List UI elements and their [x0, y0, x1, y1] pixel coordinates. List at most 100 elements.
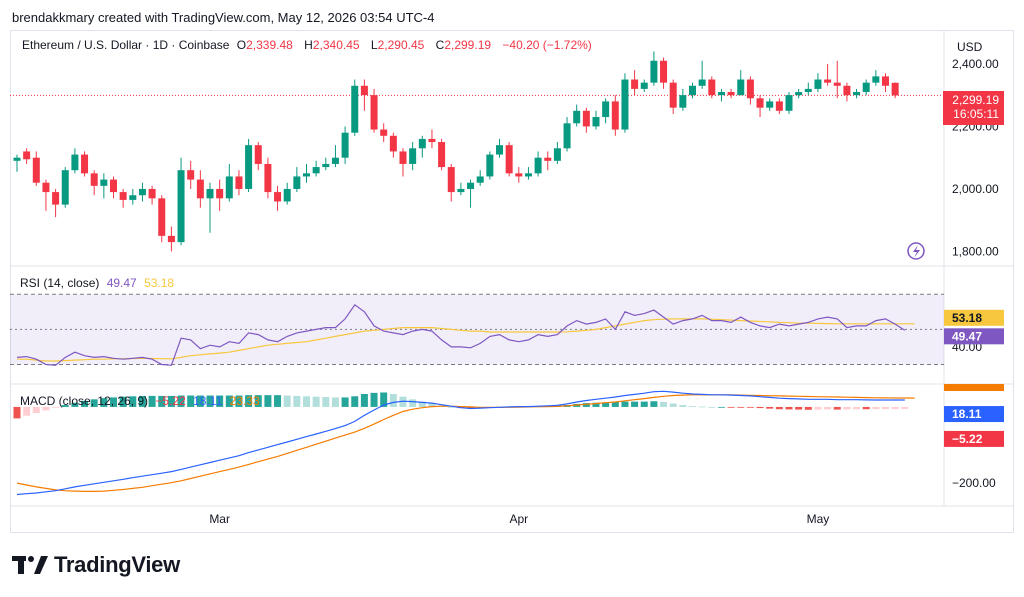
change-value: −40.20 (−1.72%)	[502, 38, 592, 52]
rsi-ma-tag-box	[944, 309, 1004, 326]
macd-hist-value: −5.22	[155, 394, 186, 408]
candle-body	[486, 154, 494, 177]
macd-histogram-bar	[843, 406, 851, 410]
candle-body	[100, 179, 108, 186]
macd-histogram-bar	[360, 393, 368, 407]
candle-body	[148, 188, 156, 199]
candle-body	[833, 82, 841, 86]
candle-body	[524, 173, 532, 177]
candle-body	[505, 145, 513, 174]
rsi-legend: RSI (14, close) 49.47 53.18	[20, 276, 178, 290]
candle-body	[843, 85, 851, 96]
candle-body	[303, 173, 310, 177]
candle-body	[814, 79, 822, 89]
macd-tag: 18.11	[944, 406, 1004, 423]
candle-body	[293, 176, 301, 189]
candle-body	[216, 188, 224, 199]
macd-signal-value: 23.33	[229, 394, 260, 408]
candle-body	[418, 138, 426, 149]
candle-body	[380, 129, 388, 136]
macd-hist-tag: −5.22	[944, 430, 1004, 447]
candle-body	[553, 148, 561, 161]
currency-label[interactable]: USD	[957, 40, 983, 54]
macd-histogram-bar	[891, 406, 899, 410]
macd-histogram-bar	[177, 395, 185, 407]
candle-body	[775, 101, 783, 111]
macd-tag-text: 18.11	[952, 407, 982, 421]
candle-body	[119, 192, 127, 200]
candle-body	[428, 138, 436, 143]
macd-histogram-bar	[640, 401, 648, 407]
candle-body	[264, 163, 272, 193]
candle-body	[698, 79, 706, 86]
candle-body	[341, 132, 349, 158]
candle-body	[669, 82, 677, 108]
macd-histogram-bar	[380, 392, 388, 407]
macd-histogram-bar	[370, 392, 378, 407]
candle-body	[563, 123, 571, 149]
macd-histogram-bar	[467, 406, 475, 409]
candle-body	[447, 167, 455, 193]
bar-countdown: 16:05:11	[953, 107, 999, 121]
macd-histogram-bar	[727, 406, 735, 408]
candle-body	[351, 85, 359, 133]
candle-body	[206, 188, 214, 199]
candle-body	[882, 76, 889, 86]
candle-body	[90, 173, 98, 186]
macd-histogram-bar	[225, 395, 233, 407]
candle-body	[872, 76, 880, 83]
candle-body	[602, 101, 610, 118]
candle-body	[544, 157, 552, 161]
lightning-icon	[907, 242, 925, 260]
candle-body	[360, 85, 368, 96]
macd-histogram-bar	[409, 399, 417, 407]
macd-label[interactable]: MACD (close, 12, 26, 9)	[20, 394, 149, 408]
candle-body	[254, 145, 262, 164]
chart-frame	[10, 30, 1014, 533]
tradingview-logo-text: TradingView	[54, 552, 180, 577]
candle-body	[129, 195, 137, 200]
candle-body	[167, 235, 175, 243]
macd-histogram-bar	[110, 397, 117, 407]
macd-line	[16, 390, 905, 496]
macd-hist-tag-text: −5.22	[952, 432, 983, 446]
high-value: H2,340.45	[304, 38, 360, 52]
open-value: O2,339.48	[236, 38, 293, 52]
macd-histogram-bar	[660, 401, 668, 407]
rsi-ma-tag-text: 53.18	[952, 311, 982, 325]
candle-body	[727, 92, 735, 96]
candle-body	[235, 176, 243, 189]
rsi-label[interactable]: RSI (14, close)	[20, 276, 100, 290]
candle-body	[660, 60, 668, 83]
candle-body	[746, 79, 754, 99]
rsi-ma-tag: 53.18	[944, 309, 1004, 326]
macd-histogram-bar	[245, 395, 253, 407]
macd-histogram-bar	[882, 406, 889, 410]
symbol-title[interactable]: Ethereum / U.S. Dollar · 1D · Coinbase	[22, 38, 230, 52]
lightning-icon-ring	[907, 242, 925, 260]
candle-body	[785, 95, 793, 111]
candle-body	[52, 192, 60, 205]
candle-body	[611, 101, 619, 130]
macd-histogram-bar	[785, 406, 793, 410]
candle-body	[795, 92, 803, 96]
tradingview-logo[interactable]: TradingView	[12, 552, 180, 578]
tradingview-logo-icon	[12, 556, 48, 574]
macd-histogram-bar	[592, 402, 600, 407]
macd-histogram-bar	[717, 406, 725, 408]
candle-body	[245, 145, 253, 189]
macd-histogram-bar	[775, 406, 783, 410]
macd-histogram-bar	[119, 396, 127, 407]
candle-body	[853, 92, 861, 96]
macd-histogram-bar	[631, 401, 639, 407]
last-price: 2,299.19	[952, 93, 999, 107]
candle-body	[689, 85, 696, 96]
candle-body	[110, 179, 117, 193]
macd-signal-line	[16, 394, 915, 492]
macd-histogram-bar	[611, 401, 619, 407]
macd-histogram-bar	[689, 406, 696, 407]
candle-body	[708, 79, 716, 96]
macd-histogram-bar	[264, 395, 272, 407]
macd-histogram-bar	[650, 401, 658, 407]
